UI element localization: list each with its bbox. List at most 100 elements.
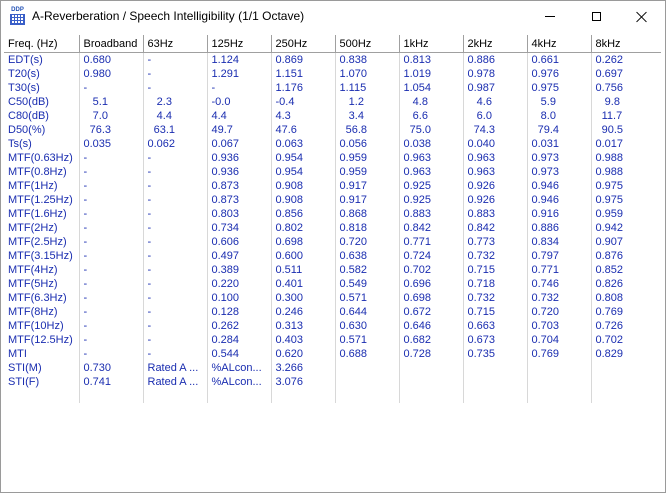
table-row[interactable]: C50(dB) 5.1 2.3 -0.0 -0.4 1.2 4.8 4.6 5.9 … (4, 95, 661, 109)
table-row[interactable]: EDT(s) 0.680-1.124 0.869 0.838 0.813 0.886 0.6… (4, 52, 661, 67)
table-body: EDT(s) 0.680-1.124 0.869 0.838 0.813 0.886 0.6… (4, 52, 661, 403)
table-row[interactable]: MTF(5Hz) - -0.220 0.401 0.549 0.696 0.718 0.746… (4, 277, 661, 291)
col-header-4khz[interactable]: 4kHz (527, 35, 592, 53)
table-row[interactable]: T20(s) 0.980-1.291 1.151 1.070 1.019 0.978 0.9… (4, 67, 661, 81)
table-cell: 0.606 (207, 235, 272, 249)
table-cell: 1.176 (271, 81, 336, 95)
empty-cell (4, 389, 80, 403)
col-header-125hz[interactable]: 125Hz (207, 35, 272, 53)
table-cell: 3.266 (271, 361, 336, 375)
table-row[interactable]: MTF(0.8Hz) - -0.936 0.954 0.959 0.963 0.963 0.9… (4, 165, 661, 179)
table-cell: 0.284 (207, 333, 272, 347)
table-cell: 0.035 (79, 137, 144, 151)
col-header-1khz[interactable]: 1kHz (399, 35, 464, 53)
maximize-icon (591, 12, 601, 21)
maximize-button[interactable] (573, 1, 619, 32)
table-cell: 0.917 (335, 179, 400, 193)
table-cell: 8.0 (527, 109, 592, 123)
table-cell: 9.8 (591, 95, 661, 109)
col-header-broadband[interactable]: Broadband (79, 35, 144, 53)
table-row[interactable]: STI(M) 0.730 Rated A ... %ALcon... 3.266 (4, 361, 661, 375)
table-cell: 63.1 (143, 123, 208, 137)
table-cell: 0.917 (335, 193, 400, 207)
table-cell: 0.818 (335, 221, 400, 235)
table-cell: 0.936 (207, 151, 272, 165)
col-header-63hz[interactable]: 63Hz (143, 35, 208, 53)
table-cell: 74.3 (463, 123, 528, 137)
table-cell: 0.062 (143, 137, 208, 151)
table-row[interactable]: MTF(2Hz) - -0.734 0.802 0.818 0.842 0.842 0.886… (4, 221, 661, 235)
table-row[interactable]: MTF(1Hz) - -0.873 0.908 0.917 0.925 0.926 0.946… (4, 179, 661, 193)
table-cell: 0.702 (591, 333, 661, 347)
table-cell: 3.4 (335, 109, 400, 123)
table-row[interactable]: Ts(s) 0.035 0.062 0.067 0.063 0.056 0.038 0.040… (4, 137, 661, 151)
table-cell: 0.262 (207, 319, 272, 333)
table-row[interactable]: MTF(4Hz) - -0.389 0.511 0.582 0.702 0.715 0.771… (4, 263, 661, 277)
table-cell: 0.978 (463, 67, 528, 81)
table-cell: 0.873 (207, 179, 272, 193)
minimize-button[interactable] (527, 1, 573, 32)
table-cell: 0.661 (527, 52, 592, 67)
col-header-8khz[interactable]: 8kHz (591, 35, 661, 53)
col-header-freq[interactable]: Freq. (Hz) (4, 35, 80, 53)
table-cell: 4.8 (399, 95, 464, 109)
table-cell: 1.2 (335, 95, 400, 109)
table-cell: 0.718 (463, 277, 528, 291)
table-row[interactable]: MTF(6.3Hz) - -0.100 0.300 0.571 0.698 0.732 0.7… (4, 291, 661, 305)
table-cell: 0.300 (271, 291, 336, 305)
table-cell: 0.916 (527, 207, 592, 221)
table-cell: - (79, 291, 144, 305)
app-icon[interactable]: DDP (9, 7, 26, 26)
table-cell: 4.6 (463, 95, 528, 109)
table-cell: 0.582 (335, 263, 400, 277)
table-row[interactable]: C80(dB) 7.0 4.4 4.4 4.3 3.4 6.6 6.0 8.0 11… (4, 109, 661, 123)
table-cell: 0.834 (527, 235, 592, 249)
table-cell (527, 361, 592, 375)
table-cell: 0.720 (335, 235, 400, 249)
results-grid[interactable]: Freq. (Hz) Broadband 63Hz 125Hz 250Hz 50… (4, 35, 661, 490)
table-row[interactable]: MTF(8Hz) - -0.128 0.246 0.644 0.672 0.715 0.720… (4, 305, 661, 319)
empty-cell (143, 389, 208, 403)
table-cell: 0.638 (335, 249, 400, 263)
table-cell: 5.9 (527, 95, 592, 109)
close-button[interactable] (619, 1, 665, 32)
table-cell (591, 361, 661, 375)
table-row[interactable]: MTF(1.25Hz) - -0.873 0.908 0.917 0.925 0.926 0.… (4, 193, 661, 207)
table-cell: 0.682 (399, 333, 464, 347)
table-cell: 0.852 (591, 263, 661, 277)
table-row[interactable]: MTF(2.5Hz) - -0.606 0.698 0.720 0.771 0.773 0.8… (4, 235, 661, 249)
table-cell: 0.726 (591, 319, 661, 333)
table-cell: - (79, 165, 144, 179)
table-row[interactable]: MTF(3.15Hz) - -0.497 0.600 0.638 0.724 0.732 0.… (4, 249, 661, 263)
table-cell: 0.040 (463, 137, 528, 151)
empty-cell (399, 389, 464, 403)
table-cell: 0.031 (527, 137, 592, 151)
table-row[interactable]: MTF(1.6Hz) - -0.803 0.856 0.868 0.883 0.883 0.9… (4, 207, 661, 221)
table-row[interactable]: MTF(10Hz) - -0.262 0.313 0.630 0.646 0.663 0.70… (4, 319, 661, 333)
table-cell (463, 361, 528, 375)
table-cell: 11.7 (591, 109, 661, 123)
table-cell: 0.704 (527, 333, 592, 347)
table-cell: - (143, 277, 208, 291)
col-header-2khz[interactable]: 2kHz (463, 35, 528, 53)
table-cell: - (143, 291, 208, 305)
table-cell (335, 361, 400, 375)
table-row[interactable]: STI(F) 0.741 Rated A ... %ALcon... 3.076 (4, 375, 661, 389)
table-cell: 0.730 (79, 361, 144, 375)
table-row[interactable]: MTF(12.5Hz) - -0.284 0.403 0.571 0.682 0.673 0.… (4, 333, 661, 347)
table-cell: 0.856 (271, 207, 336, 221)
col-header-500hz[interactable]: 500Hz (335, 35, 400, 53)
table-row[interactable]: MTI - -0.544 0.620 0.688 0.728 0.735 0.769 0.829 (4, 347, 661, 361)
table-cell: %ALcon... (207, 375, 272, 389)
row-label-cell: C80(dB) (4, 109, 80, 123)
table-row[interactable]: MTF(0.63Hz) - -0.936 0.954 0.959 0.963 0.963 0.… (4, 151, 661, 165)
empty-cell (207, 389, 272, 403)
col-header-250hz[interactable]: 250Hz (271, 35, 336, 53)
table-cell: 0.936 (207, 165, 272, 179)
table-row[interactable]: T30(s) - - -1.176 1.115 1.054 0.987 0.975 0.756 (4, 81, 661, 95)
table-cell: 0.963 (463, 165, 528, 179)
table-cell: 1.054 (399, 81, 464, 95)
title-bar[interactable]: DDP A-Reverberation / Speech Intelligibi… (1, 1, 665, 32)
table-cell: - (79, 207, 144, 221)
table-row[interactable]: D50(%) 76.3 63.1 49.7 47.6 56.8 75.0 74.3 … (4, 123, 661, 137)
